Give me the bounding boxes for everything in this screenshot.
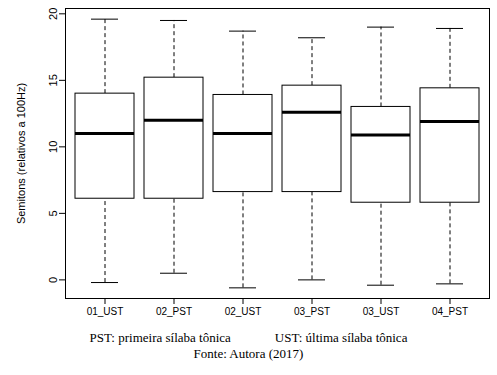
html-text:PST: primeira sílaba tônica: PST: primeira sílaba tônica	[89, 330, 231, 345]
svg-text:15: 15	[47, 74, 59, 86]
svg-text:0: 0	[47, 277, 59, 283]
html-text:Fonte: Autora (2017): Fonte: Autora (2017)	[193, 346, 304, 361]
svg-text:03_UST: 03_UST	[363, 306, 400, 317]
svg-text:03_PST: 03_PST	[294, 306, 330, 317]
svg-text:04_PST: 04_PST	[432, 306, 468, 317]
svg-text:Semitons (relativos a 100Hz): Semitons (relativos a 100Hz)	[15, 83, 27, 224]
svg-text:01_UST: 01_UST	[87, 306, 124, 317]
svg-text:02_UST: 02_UST	[225, 306, 262, 317]
svg-text:02_PST: 02_PST	[156, 306, 192, 317]
svg-text:5: 5	[47, 210, 59, 216]
svg-text:20: 20	[47, 8, 59, 20]
svg-text:10: 10	[47, 141, 59, 153]
html-text:UST: última sílaba tônica: UST: última sílaba tônica	[274, 330, 408, 345]
